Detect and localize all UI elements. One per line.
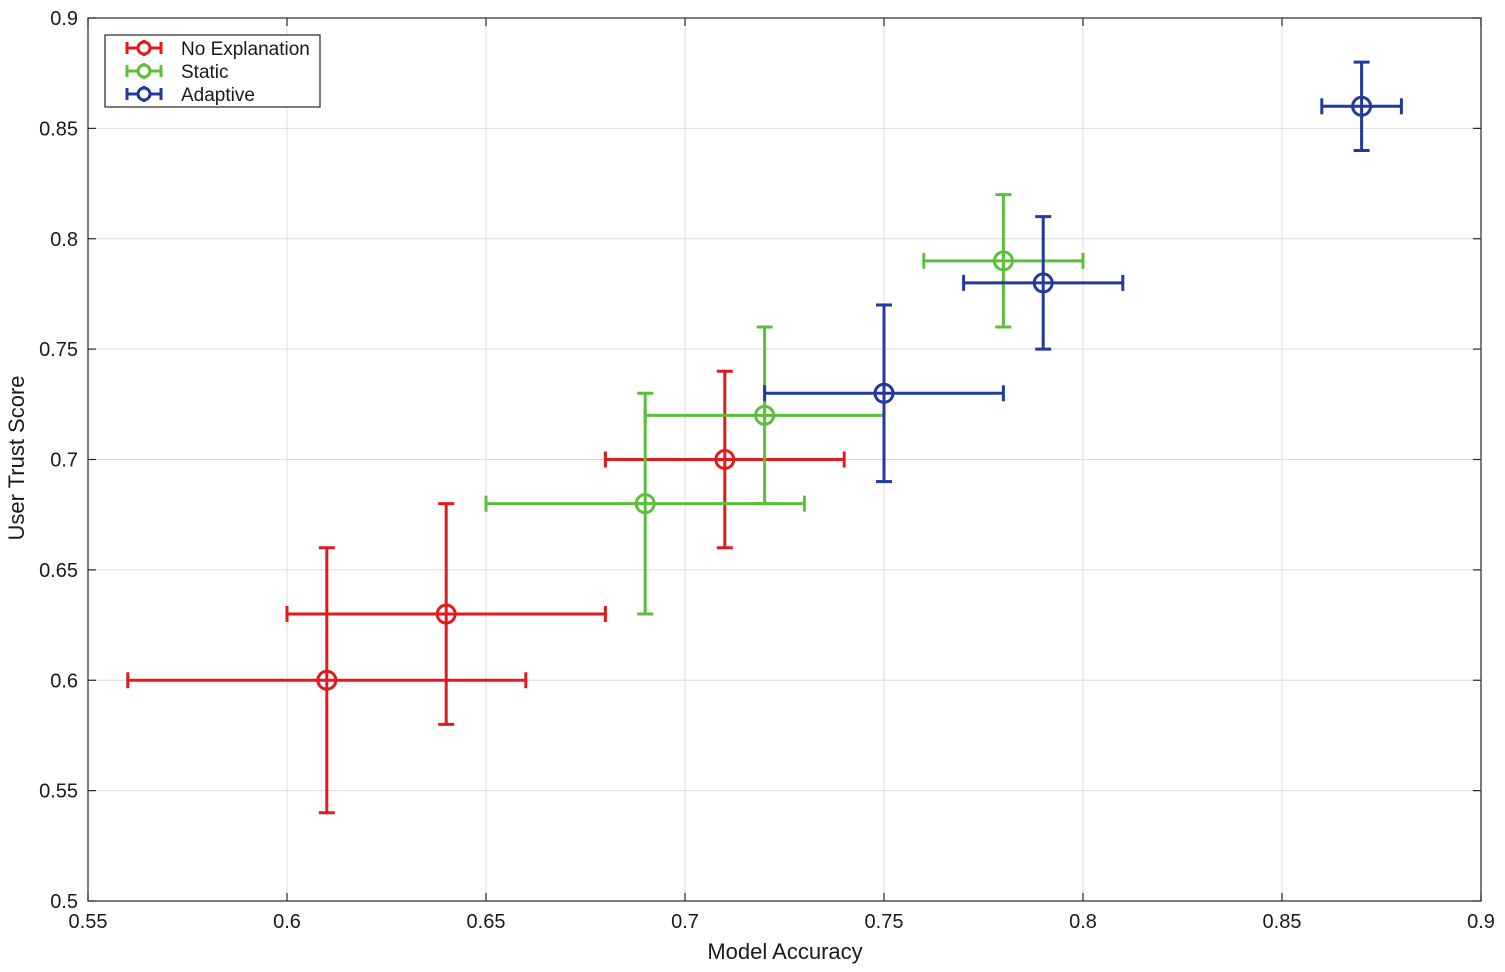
data-point-marker: [1032, 272, 1054, 294]
y-tick-label: 0.65: [39, 560, 78, 582]
data-point-marker: [634, 493, 656, 515]
x-tick-label: 0.8: [1069, 911, 1097, 933]
legend-item: Static: [125, 62, 229, 83]
legend-label: Static: [181, 62, 229, 83]
data-point-marker: [316, 669, 338, 691]
x-tick-label: 0.65: [467, 911, 506, 933]
data-point-marker: [435, 603, 457, 625]
plot-frame: [87, 17, 1482, 902]
grid: [88, 18, 1481, 901]
y-axis-label: User Trust Score: [4, 375, 29, 540]
y-tick-label: 0.6: [50, 670, 78, 692]
series-adaptive: [763, 60, 1403, 484]
axes: 0.55 0.6 0.65 0.7 0.75 0.8 0.85 0.90.50.550.60.…: [39, 8, 1495, 933]
legend-item: No Explanation: [125, 39, 310, 60]
y-tick-label: 0.5: [50, 891, 78, 913]
data-point-marker: [714, 449, 736, 470]
legend-marker: [136, 63, 152, 79]
x-tick-label: 0.85: [1263, 911, 1302, 933]
y-tick-label: 0.8: [50, 229, 78, 251]
data-series: [126, 60, 1403, 815]
y-tick-label: 0.75: [39, 339, 78, 361]
legend-marker: [136, 86, 152, 102]
x-tick-label: 0.75: [865, 911, 904, 933]
data-point-marker: [992, 250, 1014, 272]
data-point-marker: [1351, 95, 1373, 117]
legend-item: Adaptive: [125, 85, 255, 106]
data-point-marker: [873, 382, 895, 404]
x-axis-label: Model Accuracy: [707, 939, 862, 964]
y-tick-label: 0.55: [39, 781, 78, 803]
x-tick-label: 0.9: [1467, 911, 1495, 933]
data-point-marker: [754, 404, 776, 426]
y-tick-label: 0.9: [50, 8, 78, 30]
legend-label: Adaptive: [181, 85, 255, 106]
legend-label: No Explanation: [181, 39, 310, 60]
series-static: [484, 193, 1085, 616]
y-tick-label: 0.7: [50, 450, 78, 472]
y-tick-label: 0.85: [39, 118, 78, 140]
legend-marker: [136, 40, 152, 56]
x-tick-label: 0.55: [69, 911, 108, 933]
x-tick-label: 0.6: [273, 911, 301, 933]
x-tick-label: 0.7: [671, 911, 699, 933]
